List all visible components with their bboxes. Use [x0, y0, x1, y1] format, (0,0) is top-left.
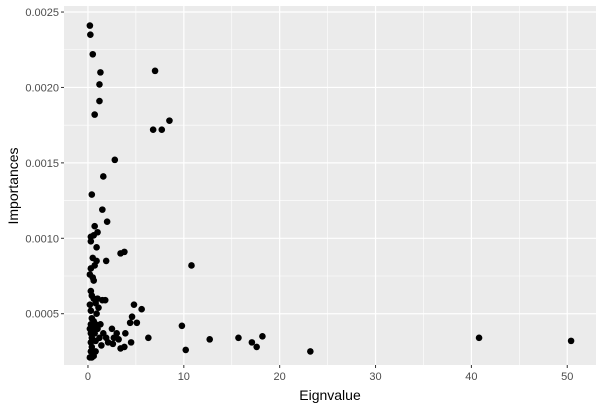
data-point — [145, 334, 152, 342]
x-axis: 0 10 20 30 40 50 — [85, 365, 573, 383]
data-point — [94, 228, 101, 236]
x-tick-label: 50 — [561, 371, 573, 383]
data-point — [102, 257, 110, 265]
y-tick-label: 0.0010 — [25, 233, 59, 245]
data-point — [95, 304, 102, 311]
data-point — [138, 305, 145, 313]
data-point — [307, 348, 314, 355]
data-point — [128, 313, 136, 321]
data-point — [206, 336, 214, 343]
data-point — [88, 191, 96, 198]
y-axis: 0.0005 0.0010 0.0015 0.0020 0.0025 — [25, 7, 64, 321]
data-point — [182, 346, 190, 354]
data-point — [126, 319, 134, 327]
data-point — [121, 248, 128, 256]
data-point — [109, 340, 117, 348]
data-point — [475, 334, 483, 342]
y-tick-label: 0.0025 — [25, 7, 59, 19]
data-point — [108, 325, 116, 333]
data-point — [130, 301, 138, 308]
data-point — [93, 310, 100, 318]
data-point — [158, 126, 166, 133]
data-point — [92, 337, 99, 345]
data-point — [133, 319, 141, 327]
data-point — [91, 222, 98, 230]
data-point — [166, 117, 173, 124]
x-tick-label: 0 — [85, 371, 91, 383]
data-point — [100, 173, 107, 180]
x-tick-label: 20 — [274, 371, 286, 383]
data-point — [115, 336, 122, 343]
data-point — [248, 339, 256, 346]
data-point — [103, 218, 111, 226]
data-point — [567, 337, 575, 345]
data-point — [96, 97, 103, 105]
data-point — [151, 67, 159, 75]
data-point — [101, 296, 109, 304]
data-point — [87, 307, 95, 314]
data-point — [127, 339, 135, 346]
data-point — [90, 352, 98, 360]
x-tick-label: 10 — [178, 371, 190, 383]
data-point — [178, 322, 186, 330]
data-point — [97, 69, 104, 76]
x-tick-label: 30 — [369, 371, 381, 383]
data-point — [253, 343, 260, 351]
data-point — [90, 277, 98, 284]
data-point — [87, 265, 95, 272]
data-point — [259, 333, 266, 340]
data-point — [86, 22, 94, 29]
data-point — [86, 301, 94, 308]
data-point — [111, 156, 119, 164]
data-point — [122, 330, 129, 337]
y-tick-label: 0.0015 — [25, 158, 59, 170]
data-point — [149, 126, 157, 133]
data-point — [89, 50, 97, 58]
data-point — [121, 343, 128, 351]
data-point — [87, 238, 95, 245]
y-axis-title: Importances — [5, 147, 21, 224]
plot-panel — [64, 6, 596, 365]
data-point — [87, 31, 94, 38]
data-point — [188, 262, 195, 269]
x-tick-label: 40 — [465, 371, 477, 383]
data-point — [96, 81, 103, 88]
y-tick-label: 0.0020 — [25, 82, 59, 94]
x-axis-title: Eignvalue — [299, 387, 361, 403]
data-point — [98, 342, 105, 349]
data-points — [86, 22, 575, 361]
data-point — [235, 334, 242, 342]
data-point — [99, 206, 106, 213]
y-tick-label: 0.0005 — [25, 309, 59, 321]
data-point — [93, 244, 100, 251]
data-point — [91, 111, 98, 118]
minor-gridlines — [64, 6, 596, 365]
